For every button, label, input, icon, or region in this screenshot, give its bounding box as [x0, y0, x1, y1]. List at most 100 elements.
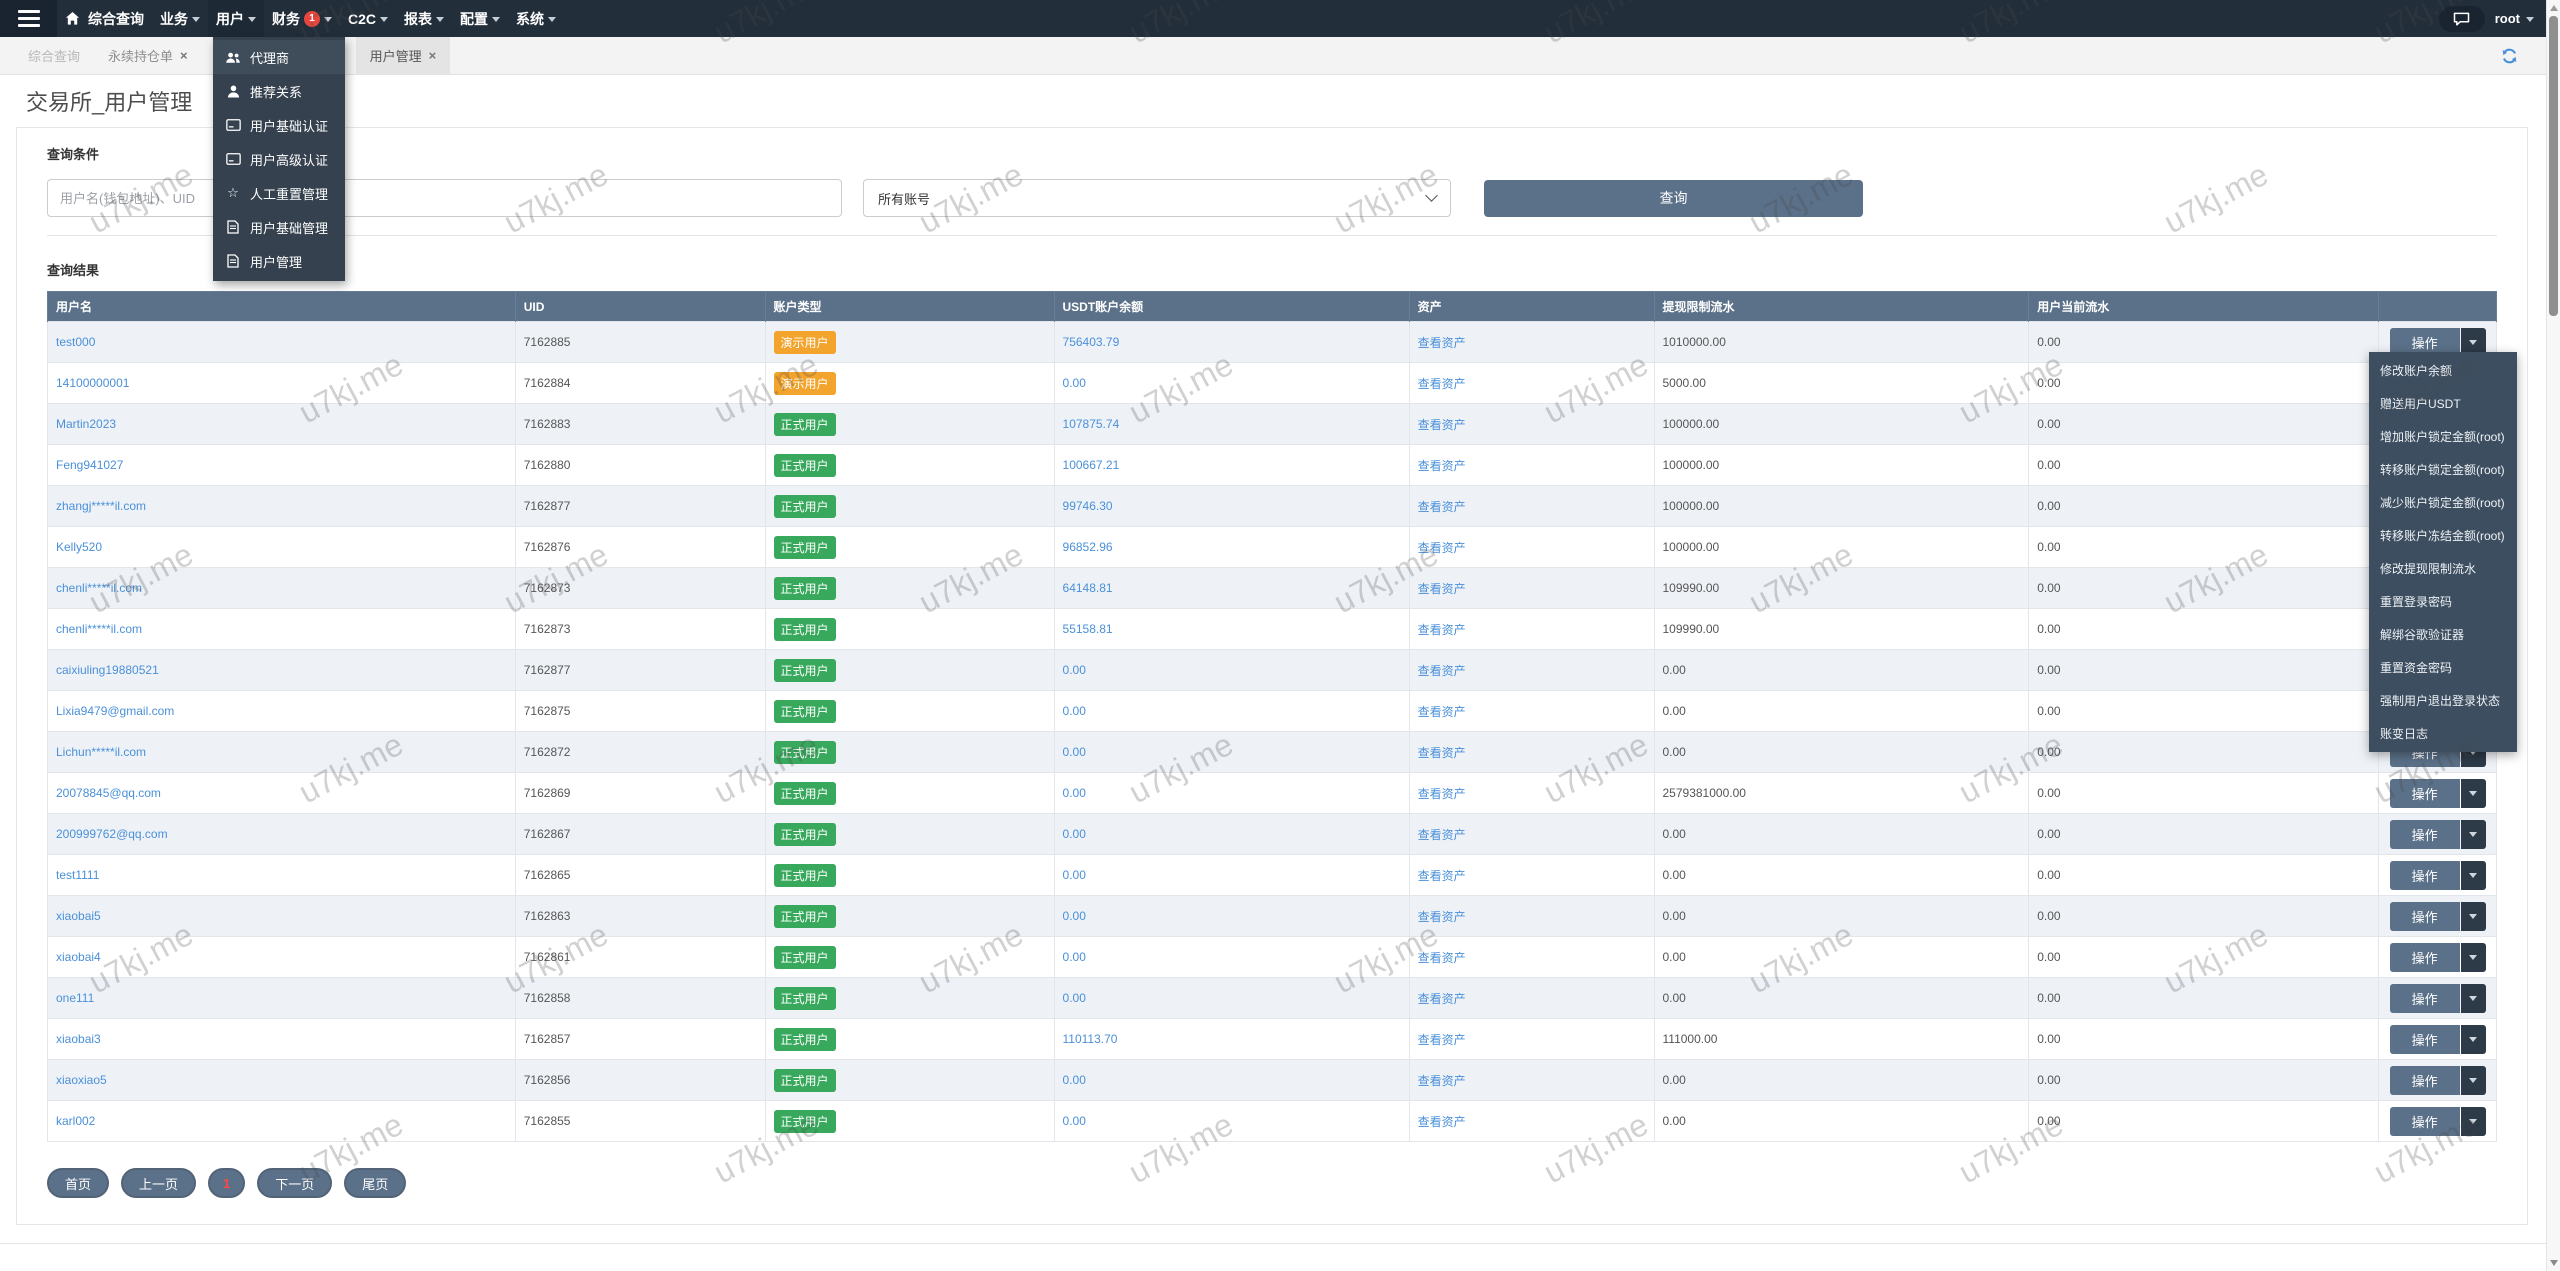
username-link[interactable]: xiaoxiao5: [56, 1073, 107, 1087]
action-button[interactable]: 操作: [2389, 901, 2460, 931]
sidebar-toggle-button[interactable]: [0, 0, 57, 37]
username-link[interactable]: xiaobai4: [56, 950, 101, 964]
usdt-balance-link[interactable]: 100667.21: [1062, 458, 1120, 472]
tab-user-management[interactable]: 用户管理 ×: [355, 37, 451, 74]
action-modify-balance[interactable]: 修改账户余额: [2380, 364, 2453, 378]
nav-item-finance[interactable]: 财务 1: [264, 0, 340, 37]
view-assets-link[interactable]: 查看资产: [1417, 663, 1466, 678]
last-page-button[interactable]: 尾页: [344, 1168, 407, 1198]
action-gift-usdt[interactable]: 赠送用户USDT: [2380, 397, 2461, 411]
action-button[interactable]: 操作: [2389, 1024, 2460, 1054]
nav-item-report[interactable]: 报表: [396, 0, 452, 37]
menu-item-user-management[interactable]: 用户管理: [213, 244, 345, 278]
view-assets-link[interactable]: 查看资产: [1417, 868, 1466, 883]
action-transfer-frozen-amount[interactable]: 转移账户冻结金额(root): [2380, 529, 2505, 543]
action-transfer-locked-amount[interactable]: 转移账户锁定金额(root): [2380, 463, 2505, 477]
action-reduce-locked-amount[interactable]: 减少账户锁定金额(root): [2380, 496, 2505, 510]
nav-item-c2c[interactable]: C2C: [340, 0, 396, 37]
view-assets-link[interactable]: 查看资产: [1417, 950, 1466, 965]
scrollbar-thumb[interactable]: [2549, 16, 2558, 316]
usdt-balance-link[interactable]: 99746.30: [1062, 499, 1113, 513]
close-icon[interactable]: ×: [180, 48, 188, 63]
username-link[interactable]: zhangj*****il.com: [56, 499, 147, 513]
username-link[interactable]: xiaobai3: [56, 1032, 101, 1046]
usdt-balance-link[interactable]: 0.00: [1062, 868, 1086, 882]
username-link[interactable]: Martin2023: [56, 417, 117, 431]
usdt-balance-link[interactable]: 0.00: [1062, 909, 1086, 923]
nav-item-user[interactable]: 用户: [208, 0, 264, 37]
action-button[interactable]: 操作: [2389, 819, 2460, 849]
action-caret-button[interactable]: [2460, 1024, 2486, 1054]
usdt-balance-link[interactable]: 0.00: [1062, 950, 1086, 964]
action-caret-button[interactable]: [2460, 1106, 2486, 1136]
next-page-button[interactable]: 下一页: [257, 1168, 333, 1198]
menu-item-manual-reset[interactable]: ☆ 人工重置管理: [213, 176, 345, 210]
username-link[interactable]: karl002: [56, 1114, 96, 1128]
close-icon[interactable]: ×: [428, 48, 437, 63]
current-page-button[interactable]: 1: [208, 1168, 246, 1198]
search-button[interactable]: 查询: [1484, 179, 1863, 217]
usdt-balance-link[interactable]: 0.00: [1062, 704, 1086, 718]
view-assets-link[interactable]: 查看资产: [1417, 540, 1466, 555]
action-button[interactable]: 操作: [2389, 1065, 2460, 1095]
action-caret-button[interactable]: [2460, 983, 2486, 1013]
username-link[interactable]: test1111: [56, 868, 100, 882]
action-caret-button[interactable]: [2460, 778, 2486, 808]
view-assets-link[interactable]: 查看资产: [1417, 499, 1466, 514]
action-caret-button[interactable]: [2460, 942, 2486, 972]
usdt-balance-link[interactable]: 756403.79: [1062, 335, 1120, 349]
action-account-change-log[interactable]: 账变日志: [2380, 727, 2429, 741]
menu-item-basic-verification[interactable]: 用户基础认证: [213, 108, 345, 142]
view-assets-link[interactable]: 查看资产: [1417, 581, 1466, 596]
action-button[interactable]: 操作: [2389, 942, 2460, 972]
menu-item-agent[interactable]: 代理商: [213, 40, 345, 74]
menu-item-referral[interactable]: 推荐关系: [213, 74, 345, 108]
view-assets-link[interactable]: 查看资产: [1417, 786, 1466, 801]
action-unbind-google-auth[interactable]: 解绑谷歌验证器: [2380, 628, 2465, 642]
usdt-balance-link[interactable]: 0.00: [1062, 745, 1086, 759]
refresh-icon[interactable]: [2501, 47, 2518, 64]
nav-item-business[interactable]: 业务: [152, 0, 208, 37]
action-button[interactable]: 操作: [2389, 327, 2460, 357]
username-link[interactable]: Lichun*****il.com: [56, 745, 147, 759]
tab-comprehensive-query[interactable]: 综合查询: [28, 49, 81, 64]
view-assets-link[interactable]: 查看资产: [1417, 622, 1466, 637]
action-reset-login-password[interactable]: 重置登录密码: [2380, 595, 2453, 609]
username-link[interactable]: Lixia9479@gmail.com: [56, 704, 175, 718]
user-menu[interactable]: root: [2495, 11, 2534, 26]
action-caret-button[interactable]: [2460, 901, 2486, 931]
search-input[interactable]: [47, 179, 842, 217]
username-link[interactable]: test000: [56, 335, 96, 349]
view-assets-link[interactable]: 查看资产: [1417, 458, 1466, 473]
username-link[interactable]: chenli*****il.com: [56, 622, 143, 636]
view-assets-link[interactable]: 查看资产: [1417, 909, 1466, 924]
usdt-balance-link[interactable]: 96852.96: [1062, 540, 1113, 554]
username-link[interactable]: xiaobai5: [56, 909, 101, 923]
nav-item-system[interactable]: 系统: [508, 0, 564, 37]
action-add-locked-amount[interactable]: 增加账户锁定金额(root): [2380, 430, 2505, 444]
view-assets-link[interactable]: 查看资产: [1417, 1073, 1466, 1088]
action-caret-button[interactable]: [2460, 860, 2486, 890]
view-assets-link[interactable]: 查看资产: [1417, 745, 1466, 760]
action-modify-withdraw-limit[interactable]: 修改提现限制流水: [2380, 562, 2477, 576]
username-link[interactable]: one111: [56, 991, 95, 1005]
messages-button[interactable]: [2438, 5, 2485, 32]
first-page-button[interactable]: 首页: [47, 1168, 110, 1198]
prev-page-button[interactable]: 上一页: [121, 1168, 197, 1198]
home-icon[interactable]: [65, 11, 80, 26]
username-link[interactable]: chenli*****il.com: [56, 581, 143, 595]
usdt-balance-link[interactable]: 0.00: [1062, 786, 1086, 800]
action-caret-button[interactable]: [2460, 327, 2486, 357]
usdt-balance-link[interactable]: 0.00: [1062, 1073, 1086, 1087]
view-assets-link[interactable]: 查看资产: [1417, 417, 1466, 432]
usdt-balance-link[interactable]: 0.00: [1062, 991, 1086, 1005]
action-caret-button[interactable]: [2460, 819, 2486, 849]
action-button[interactable]: 操作: [2389, 778, 2460, 808]
usdt-balance-link[interactable]: 0.00: [1062, 376, 1086, 390]
tab-perpetual-positions[interactable]: 永续持仓单 ×: [108, 48, 188, 64]
account-type-select[interactable]: 所有账号: [863, 179, 1451, 217]
username-link[interactable]: Kelly520: [56, 540, 103, 554]
usdt-balance-link[interactable]: 110113.70: [1062, 1032, 1118, 1046]
action-force-logout[interactable]: 强制用户退出登录状态: [2380, 694, 2501, 708]
username-link[interactable]: 200999762@qq.com: [56, 827, 168, 841]
